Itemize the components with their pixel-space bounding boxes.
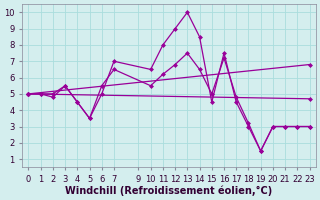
X-axis label: Windchill (Refroidissement éolien,°C): Windchill (Refroidissement éolien,°C): [65, 185, 273, 196]
